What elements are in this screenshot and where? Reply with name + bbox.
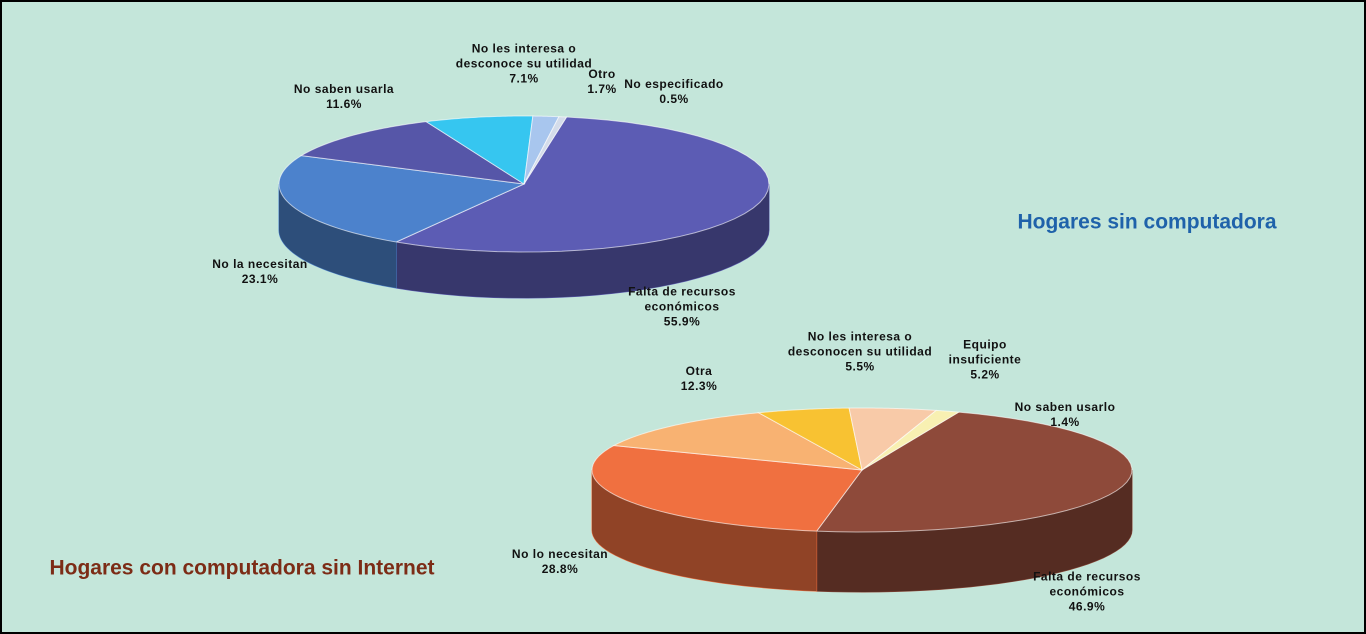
value-label: 46.9% xyxy=(1068,599,1106,614)
category-label: No lo necesitan xyxy=(511,547,609,561)
data-label: Equipo insuficiente 5.2% xyxy=(935,338,1035,383)
value-label: 23.1% xyxy=(241,272,279,286)
category-label: No les interesa o desconoce su utilidad xyxy=(455,41,593,71)
slice-top xyxy=(591,445,863,532)
pie-slice xyxy=(612,412,863,471)
value-label: 12.3% xyxy=(680,379,718,393)
data-label: No saben usarlo 1.4% xyxy=(1000,400,1130,430)
category-label: No la necesitan xyxy=(212,257,308,271)
slice-top xyxy=(523,116,568,185)
category-label: Falta de recursos económicos xyxy=(628,284,736,314)
category-label: Equipo insuficiente xyxy=(948,337,1022,367)
value-label: 55.9% xyxy=(663,314,701,329)
data-label: No saben usarla 11.6% xyxy=(279,82,409,112)
slice-side-shade xyxy=(592,470,817,592)
value-label: 11.6% xyxy=(326,97,362,111)
data-label: No les interesa o desconoce su utilidad 7… xyxy=(449,42,599,87)
data-label: No la necesitan 23.1% xyxy=(195,257,325,287)
category-label: Otro xyxy=(588,67,616,81)
pie-slice xyxy=(815,411,1133,593)
pie-slice xyxy=(424,115,534,185)
slice-top xyxy=(612,412,863,471)
value-label: 5.5% xyxy=(845,359,875,374)
pie-slice xyxy=(278,155,526,289)
pie-slice xyxy=(591,445,863,592)
slice-top xyxy=(815,411,1133,533)
value-label: 1.4% xyxy=(1050,415,1080,429)
chart-title: Hogares con computadora sin Internet xyxy=(49,556,435,580)
pie-slice xyxy=(848,407,938,471)
data-label: Falta de recursos económicos 55.9% xyxy=(607,285,757,330)
category-label: No saben usarla xyxy=(293,82,395,96)
slice-top xyxy=(278,155,526,243)
category-label: No especificado xyxy=(624,77,724,91)
slice-top xyxy=(848,407,938,471)
value-label: 7.1% xyxy=(509,71,539,86)
data-label: No especificado 0.5% xyxy=(609,77,739,107)
value-label: 28.8% xyxy=(541,562,579,576)
data-label: No les interesa o desconocen su utilidad… xyxy=(785,330,935,375)
slice-top xyxy=(299,121,525,185)
data-label: Otra 12.3% xyxy=(659,364,739,394)
slice-side-shade xyxy=(816,470,1132,592)
slice-top xyxy=(424,115,534,185)
chart-title: Hogares sin computadora xyxy=(1017,210,1277,234)
category-label: No les interesa o desconocen su utilidad xyxy=(787,329,933,359)
category-label: Otra xyxy=(685,364,713,378)
category-label: Falta de recursos económicos xyxy=(1033,569,1141,599)
value-label: 0.5% xyxy=(659,92,689,106)
value-label: 1.7% xyxy=(587,82,617,96)
slice-side-shade xyxy=(396,184,769,298)
slice-top xyxy=(756,407,863,471)
pie-slice xyxy=(523,116,568,185)
slice-side-shade xyxy=(279,184,397,289)
slice-top xyxy=(861,409,961,471)
pie-slice xyxy=(299,121,525,185)
pie-slice xyxy=(394,116,770,299)
pie-slice xyxy=(861,409,961,471)
data-label: No lo necesitan 28.8% xyxy=(495,547,625,577)
value-label: 5.2% xyxy=(970,367,1000,382)
pie-slice xyxy=(756,407,863,471)
data-label: Falta de recursos económicos 46.9% xyxy=(1012,570,1162,615)
category-label: No saben usarlo xyxy=(1014,400,1116,414)
data-label: Otro 1.7% xyxy=(572,67,632,97)
slice-top xyxy=(394,116,770,253)
